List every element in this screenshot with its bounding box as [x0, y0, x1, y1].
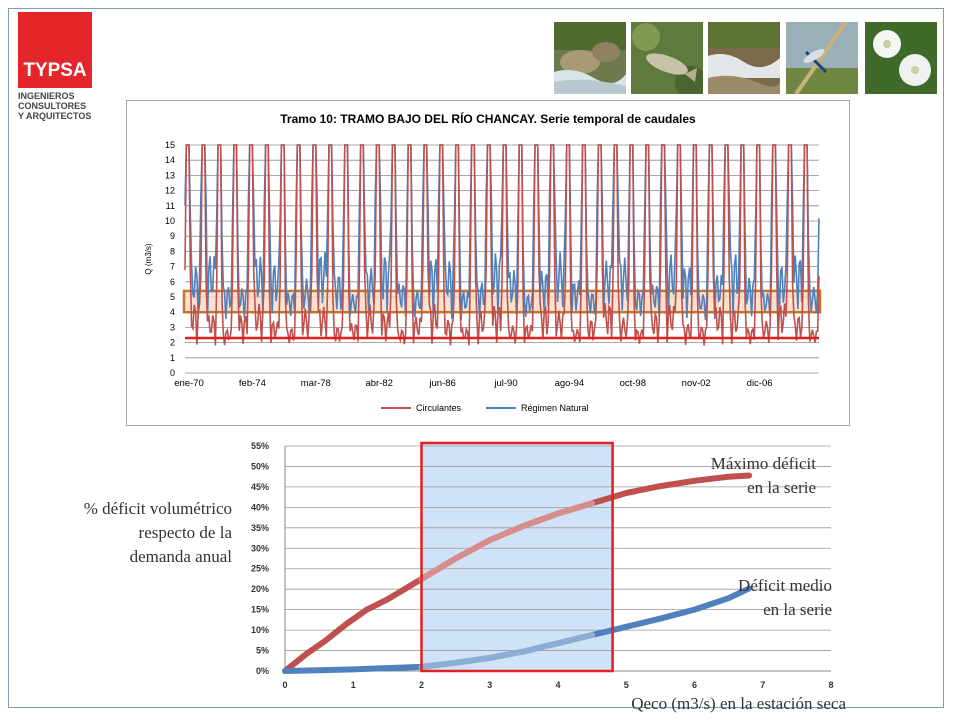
- max-deficit-annotation: Máximo déficit en la serie: [640, 452, 816, 500]
- mean-annotation-line-1: Déficit medio: [738, 576, 832, 595]
- series-highlight-max-deficit: [418, 500, 596, 582]
- fish-photo: [631, 22, 703, 94]
- stream-photo: [708, 22, 780, 94]
- y-tick-label: 35%: [251, 523, 269, 533]
- streamflow-timeseries-chart: Tramo 10: TRAMO BAJO DEL RÍO CHANCAY. Se…: [126, 100, 850, 426]
- y-tick-label: 0: [170, 368, 175, 378]
- mean-annotation-line-2: en la serie: [763, 600, 832, 619]
- y-tick-label: 15: [165, 140, 175, 150]
- x-tick-label: jul-90: [493, 378, 517, 389]
- y-tick-label: 4: [170, 307, 175, 317]
- series-line-mean-deficit: [282, 585, 753, 674]
- x-tick-label: 8: [828, 680, 833, 690]
- x-tick-label: 5: [624, 680, 629, 690]
- legend-label-circulantes: Circulantes: [416, 403, 462, 413]
- x-tick-label: 4: [555, 680, 560, 690]
- y-tick-label: 30%: [251, 543, 269, 553]
- max-annotation-line-1: Máximo déficit: [710, 454, 816, 473]
- y-tick-label: 45%: [251, 482, 269, 492]
- y-tick-label: 6: [170, 277, 175, 287]
- x-tick-label: nov-02: [682, 378, 711, 389]
- y-tick-label: 11: [166, 201, 175, 211]
- logo-tagline: INGENIEROS CONSULTORES Y ARQUITECTOS: [18, 91, 94, 121]
- series-line-circulantes: [184, 144, 820, 346]
- x-tick-label: feb-74: [239, 378, 266, 389]
- max-annotation-line-2: en la serie: [747, 478, 816, 497]
- y-tick-label: 25%: [251, 564, 269, 574]
- y-tick-label: 14: [165, 155, 175, 165]
- x-tick-label: dic-06: [747, 378, 773, 389]
- y-tick-label: 3: [170, 322, 175, 332]
- slide-frame: [8, 8, 944, 708]
- x-tick-label: jun-86: [428, 378, 455, 389]
- tagline-line-1: INGENIEROS: [18, 91, 75, 101]
- y-tick-label: 55%: [251, 441, 269, 451]
- x-tick-label: 3: [487, 680, 492, 690]
- river-rocks-photo: [554, 22, 626, 94]
- y-tick-label: 1: [170, 353, 175, 363]
- y-tick-label: 7: [170, 262, 175, 272]
- y-tick-label: 12: [165, 186, 175, 196]
- y-tick-label: 10: [165, 216, 175, 226]
- x-tick-label: 6: [692, 680, 697, 690]
- x-tick-label: ago-94: [555, 378, 585, 389]
- highlight-border: [420, 441, 614, 673]
- y-annotation-line-2: respecto de la: [138, 523, 232, 542]
- y-tick-label: 20%: [251, 584, 269, 594]
- company-logo: TYPSA INGENIEROS CONSULTORES Y ARQUITECT…: [18, 12, 94, 122]
- y-tick-label: 5%: [256, 646, 269, 656]
- x-tick-label: ene-70: [174, 378, 204, 389]
- y-tick-label: 8: [170, 246, 175, 256]
- x-tick-label: 0: [282, 680, 287, 690]
- legend-label-regimen-natural: Régimen Natural: [521, 403, 589, 413]
- y-axis-label: Q (m3/s): [144, 243, 153, 274]
- series-line-max-deficit: [282, 472, 753, 674]
- x-axis-annotation: Qeco (m3/s) en la estación seca: [631, 694, 846, 713]
- y-tick-label: 13: [165, 170, 175, 180]
- x-tick-label: oct-98: [620, 378, 646, 389]
- chart-title: Tramo 10: TRAMO BAJO DEL RÍO CHANCAY. Se…: [280, 111, 696, 126]
- streamflow-plot: Tramo 10: TRAMO BAJO DEL RÍO CHANCAY. Se…: [144, 111, 822, 413]
- x-tick-label: mar-78: [301, 378, 331, 389]
- y-tick-label: 2: [170, 338, 175, 348]
- y-tick-label: 10%: [251, 625, 269, 635]
- deficit-curve-chart: 0% 5% 10% 15% 20% 25% 30% 35% 40% 45% 50% 55% 0 1 2 3 4 5…: [232, 435, 850, 693]
- series-highlight-mean-deficit: [418, 632, 596, 670]
- y-axis-annotation: % déficit volumétrico respecto de la dem…: [36, 497, 232, 569]
- y-annotation-line-3: demanda anual: [129, 547, 232, 566]
- y-tick-label: 5: [170, 292, 175, 302]
- dragonfly-photo: [786, 22, 858, 94]
- x-tick-label: 1: [351, 680, 356, 690]
- logo-brand: TYPSA: [23, 60, 87, 81]
- tagline-line-2: CONSULTORES: [18, 101, 87, 111]
- y-tick-label: 15%: [251, 605, 269, 615]
- mean-deficit-annotation: Déficit medio en la serie: [650, 574, 832, 622]
- logo-mark: TYPSA: [18, 12, 92, 88]
- tagline-line-3: Y ARQUITECTOS: [18, 111, 92, 121]
- x-tick-label: abr-82: [365, 378, 392, 389]
- y-tick-label: 40%: [251, 502, 269, 512]
- x-tick-label: 7: [760, 680, 765, 690]
- y-annotation-line-1: % déficit volumétrico: [83, 499, 232, 518]
- y-tick-label: 0%: [256, 666, 269, 676]
- deficit-plot: 0% 5% 10% 15% 20% 25% 30% 35% 40% 45% 50% 55% 0 1 2 3 4 5…: [251, 441, 834, 690]
- white-flower-photo: [865, 22, 937, 94]
- y-tick-label: 50%: [251, 461, 269, 471]
- x-tick-label: 2: [419, 680, 424, 690]
- y-tick-label: 9: [170, 231, 175, 241]
